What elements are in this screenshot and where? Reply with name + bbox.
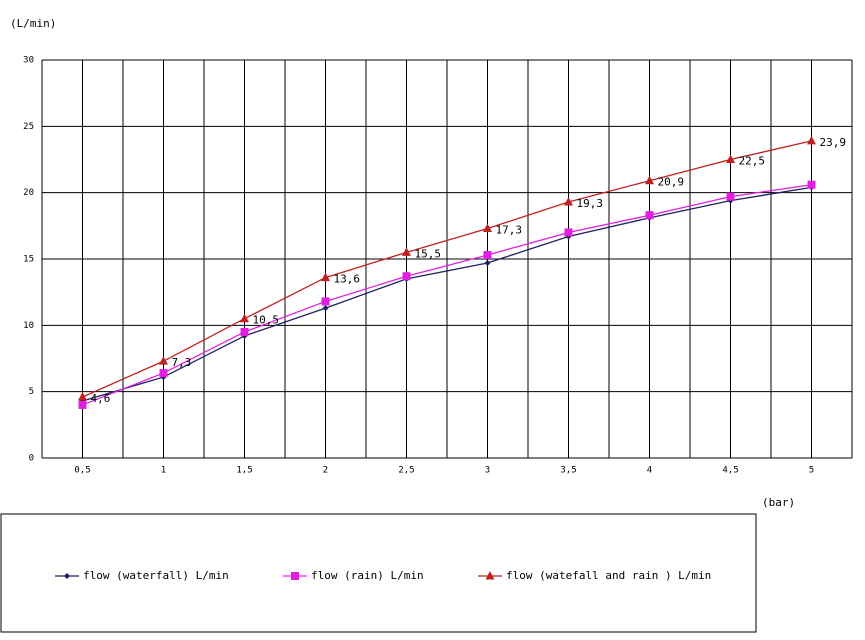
series-line <box>82 186 812 402</box>
data-point <box>321 272 330 282</box>
data-point <box>240 327 249 336</box>
data-label: 7,3 <box>172 356 192 369</box>
data-label: 23,9 <box>820 136 847 149</box>
y-axis-label: (L/min) <box>10 17 56 30</box>
y-tick-label: 0 <box>29 454 34 464</box>
legend-label: flow (watefall and rain ) L/min <box>506 569 711 582</box>
data-point <box>78 400 87 409</box>
data-label: 22,5 <box>739 155 766 168</box>
y-tick-label: 20 <box>23 188 34 198</box>
x-tick-label: 2,5 <box>398 466 414 476</box>
x-tick-label: 5 <box>809 466 814 476</box>
y-tick-label: 25 <box>23 122 34 132</box>
series-line <box>82 140 812 398</box>
data-point <box>726 154 735 163</box>
data-label: 15,5 <box>415 247 442 260</box>
data-point <box>564 196 573 206</box>
y-tick-label: 5 <box>29 387 34 397</box>
x-tick-label: 1,5 <box>236 466 252 476</box>
y-tick-label: 30 <box>23 56 34 66</box>
x-tick-label: 0,5 <box>74 466 90 476</box>
data-point <box>240 313 249 323</box>
data-point <box>159 369 168 378</box>
data-point <box>564 228 573 237</box>
legend-marker <box>291 572 299 580</box>
legend-marker <box>485 571 495 580</box>
data-point <box>402 272 411 281</box>
data-point <box>322 305 329 312</box>
legend-marker <box>64 573 70 579</box>
x-tick-label: 4 <box>647 466 652 476</box>
x-tick-label: 3 <box>485 466 490 476</box>
data-point <box>726 192 735 201</box>
data-point <box>483 251 492 260</box>
data-label: 19,3 <box>577 197 604 210</box>
legend-box <box>0 513 757 633</box>
x-tick-label: 2 <box>323 466 328 476</box>
data-point <box>484 259 491 266</box>
y-tick-label: 15 <box>23 255 34 265</box>
series-line <box>82 184 812 406</box>
data-point <box>402 247 411 256</box>
data-point <box>645 211 654 220</box>
data-label: 13,6 <box>334 273 361 286</box>
x-axis-label: (bar) <box>762 496 795 509</box>
data-point <box>807 180 816 189</box>
data-label: 17,3 <box>496 223 523 236</box>
data-point <box>78 391 87 401</box>
x-tick-label: 3,5 <box>560 466 576 476</box>
data-point <box>645 175 654 185</box>
x-tick-label: 1 <box>161 466 166 476</box>
data-label: 20,9 <box>658 176 685 189</box>
data-label: 10,5 <box>253 314 280 327</box>
data-point <box>321 297 330 306</box>
legend-label: flow (waterfall) L/min <box>83 569 229 582</box>
data-label: 4,6 <box>91 392 111 405</box>
data-point <box>483 223 492 232</box>
data-point <box>159 356 168 365</box>
legend-label: flow (rain) L/min <box>311 569 424 582</box>
y-tick-label: 10 <box>23 321 34 331</box>
data-point <box>807 135 816 145</box>
x-tick-label: 4,5 <box>722 466 738 476</box>
